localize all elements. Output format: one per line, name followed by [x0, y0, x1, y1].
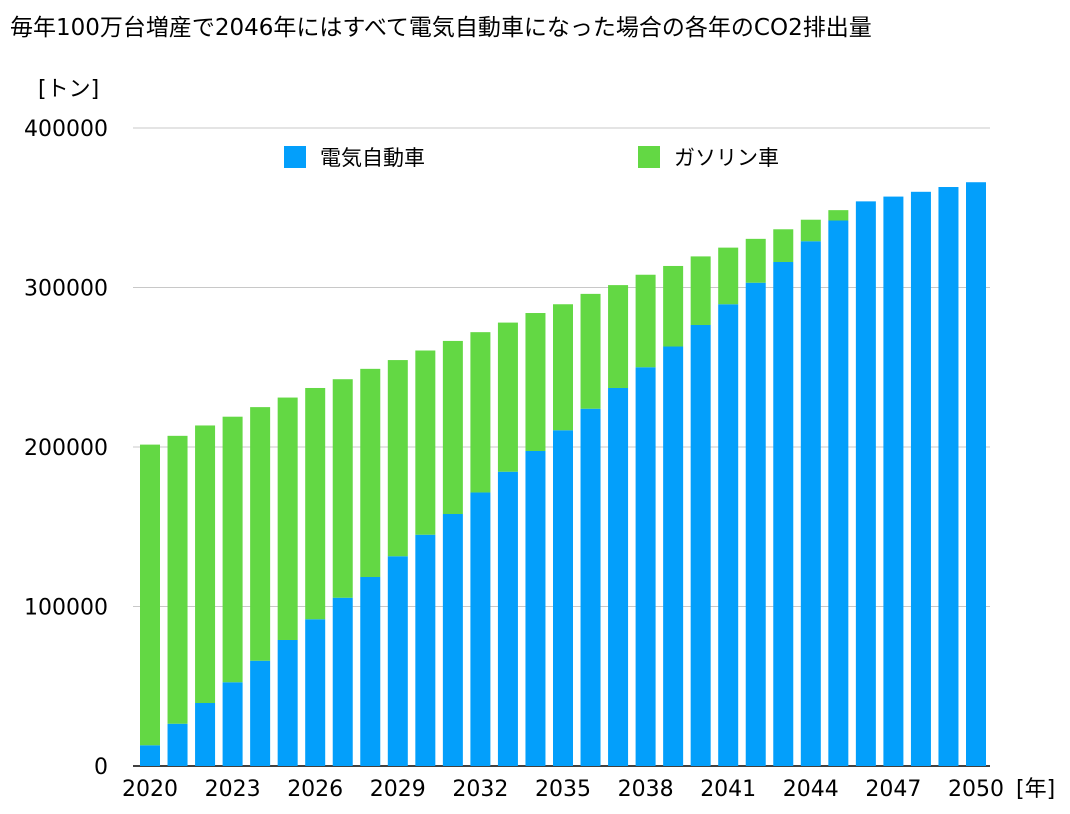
y-tick-label: 100000	[24, 596, 108, 621]
bar-gasoline-2037	[608, 285, 629, 388]
x-tick-label: 2050	[948, 777, 1004, 802]
legend-label-electric: 電気自動車	[320, 146, 425, 170]
y-axis-ticks: 0 100000 200000 300000 400000	[24, 117, 108, 780]
bar-gasoline-2039	[663, 265, 684, 347]
bar-gasoline-2044	[800, 219, 821, 242]
y-tick-label: 0	[94, 755, 108, 780]
bar-gasoline-2024	[250, 407, 271, 661]
bar-gasoline-2045	[828, 210, 849, 221]
x-tick-label: 2041	[700, 777, 756, 802]
bar-electric-2024	[250, 660, 271, 766]
bar-electric-2028	[360, 576, 381, 766]
bar-electric-2050	[966, 182, 986, 767]
bar-gasoline-2036	[580, 293, 601, 409]
bar-gasoline-2026	[305, 387, 326, 620]
x-tick-label: 2038	[618, 777, 674, 802]
bar-gasoline-2020	[140, 444, 160, 746]
bars	[140, 182, 986, 767]
x-tick-label: 2029	[370, 777, 426, 802]
bar-electric-2035	[553, 430, 573, 766]
bar-electric-2027	[332, 597, 353, 766]
bar-electric-2031	[442, 513, 463, 766]
bar-gasoline-2042	[745, 238, 766, 283]
y-tick-label: 200000	[24, 436, 108, 461]
x-tick-label: 2035	[535, 777, 591, 802]
bar-electric-2039	[663, 346, 684, 766]
x-tick-label: 2023	[205, 777, 261, 802]
bar-gasoline-2040	[690, 256, 711, 325]
y-tick-label: 300000	[24, 277, 108, 302]
bar-gasoline-2038	[635, 274, 656, 368]
chart-title: 毎年100万台増産で2046年にはすべて電気自動車になった場合の各年のCO2排出…	[10, 15, 872, 41]
bar-gasoline-2028	[360, 368, 381, 577]
bar-gasoline-2033	[497, 322, 518, 472]
legend: 電気自動車 ガソリン車	[284, 146, 779, 170]
x-axis-unit-label: [年]	[1016, 777, 1055, 802]
x-tick-label: 2044	[783, 777, 839, 802]
bar-electric-2048	[910, 191, 931, 767]
bar-gasoline-2023	[222, 416, 243, 683]
bar-gasoline-2041	[718, 247, 739, 305]
x-tick-label: 2020	[122, 777, 178, 802]
bar-electric-2043	[773, 261, 794, 766]
bar-gasoline-2035	[553, 304, 573, 431]
bar-electric-2042	[745, 282, 766, 766]
bar-electric-2029	[387, 556, 408, 766]
bar-electric-2030	[415, 534, 436, 766]
bar-gasoline-2031	[442, 340, 463, 514]
bar-gasoline-2032	[470, 332, 491, 493]
bar-gasoline-2025	[277, 397, 298, 640]
bar-electric-2034	[525, 450, 546, 766]
bar-electric-2020	[140, 745, 160, 766]
y-tick-label: 400000	[24, 117, 108, 142]
y-axis-unit-label: [トン]	[38, 77, 99, 102]
bar-electric-2026	[305, 619, 326, 766]
bar-electric-2040	[690, 324, 711, 766]
bar-gasoline-2043	[773, 229, 794, 262]
bar-gasoline-2021	[167, 435, 188, 724]
bar-gasoline-2034	[525, 313, 546, 451]
bar-gasoline-2030	[415, 350, 436, 535]
bar-gasoline-2027	[332, 379, 353, 598]
x-tick-label: 2047	[865, 777, 921, 802]
bar-electric-2036	[580, 408, 601, 766]
bar-gasoline-2029	[387, 360, 408, 557]
bar-electric-2025	[277, 639, 298, 766]
legend-swatch-gasoline	[638, 146, 660, 168]
legend-swatch-electric	[284, 146, 306, 168]
bar-electric-2033	[497, 471, 518, 766]
bar-electric-2037	[608, 387, 629, 766]
x-tick-label: 2026	[287, 777, 343, 802]
bar-electric-2038	[635, 367, 656, 766]
bar-electric-2041	[718, 304, 739, 766]
x-tick-label: 2032	[452, 777, 508, 802]
bar-electric-2032	[470, 492, 491, 766]
bar-electric-2044	[800, 241, 821, 766]
bar-electric-2047	[883, 196, 904, 766]
bar-electric-2023	[222, 682, 243, 766]
bar-electric-2022	[195, 702, 216, 766]
bar-electric-2021	[167, 723, 188, 766]
bar-gasoline-2022	[195, 425, 216, 703]
x-axis-ticks: 2020 2023 2026 2029 2032 2035 2038 2041 2044 2047…	[122, 777, 1004, 802]
bar-electric-2045	[828, 220, 849, 766]
bar-electric-2049	[938, 187, 959, 766]
bar-electric-2046	[855, 201, 876, 766]
legend-label-gasoline: ガソリン車	[674, 146, 779, 170]
